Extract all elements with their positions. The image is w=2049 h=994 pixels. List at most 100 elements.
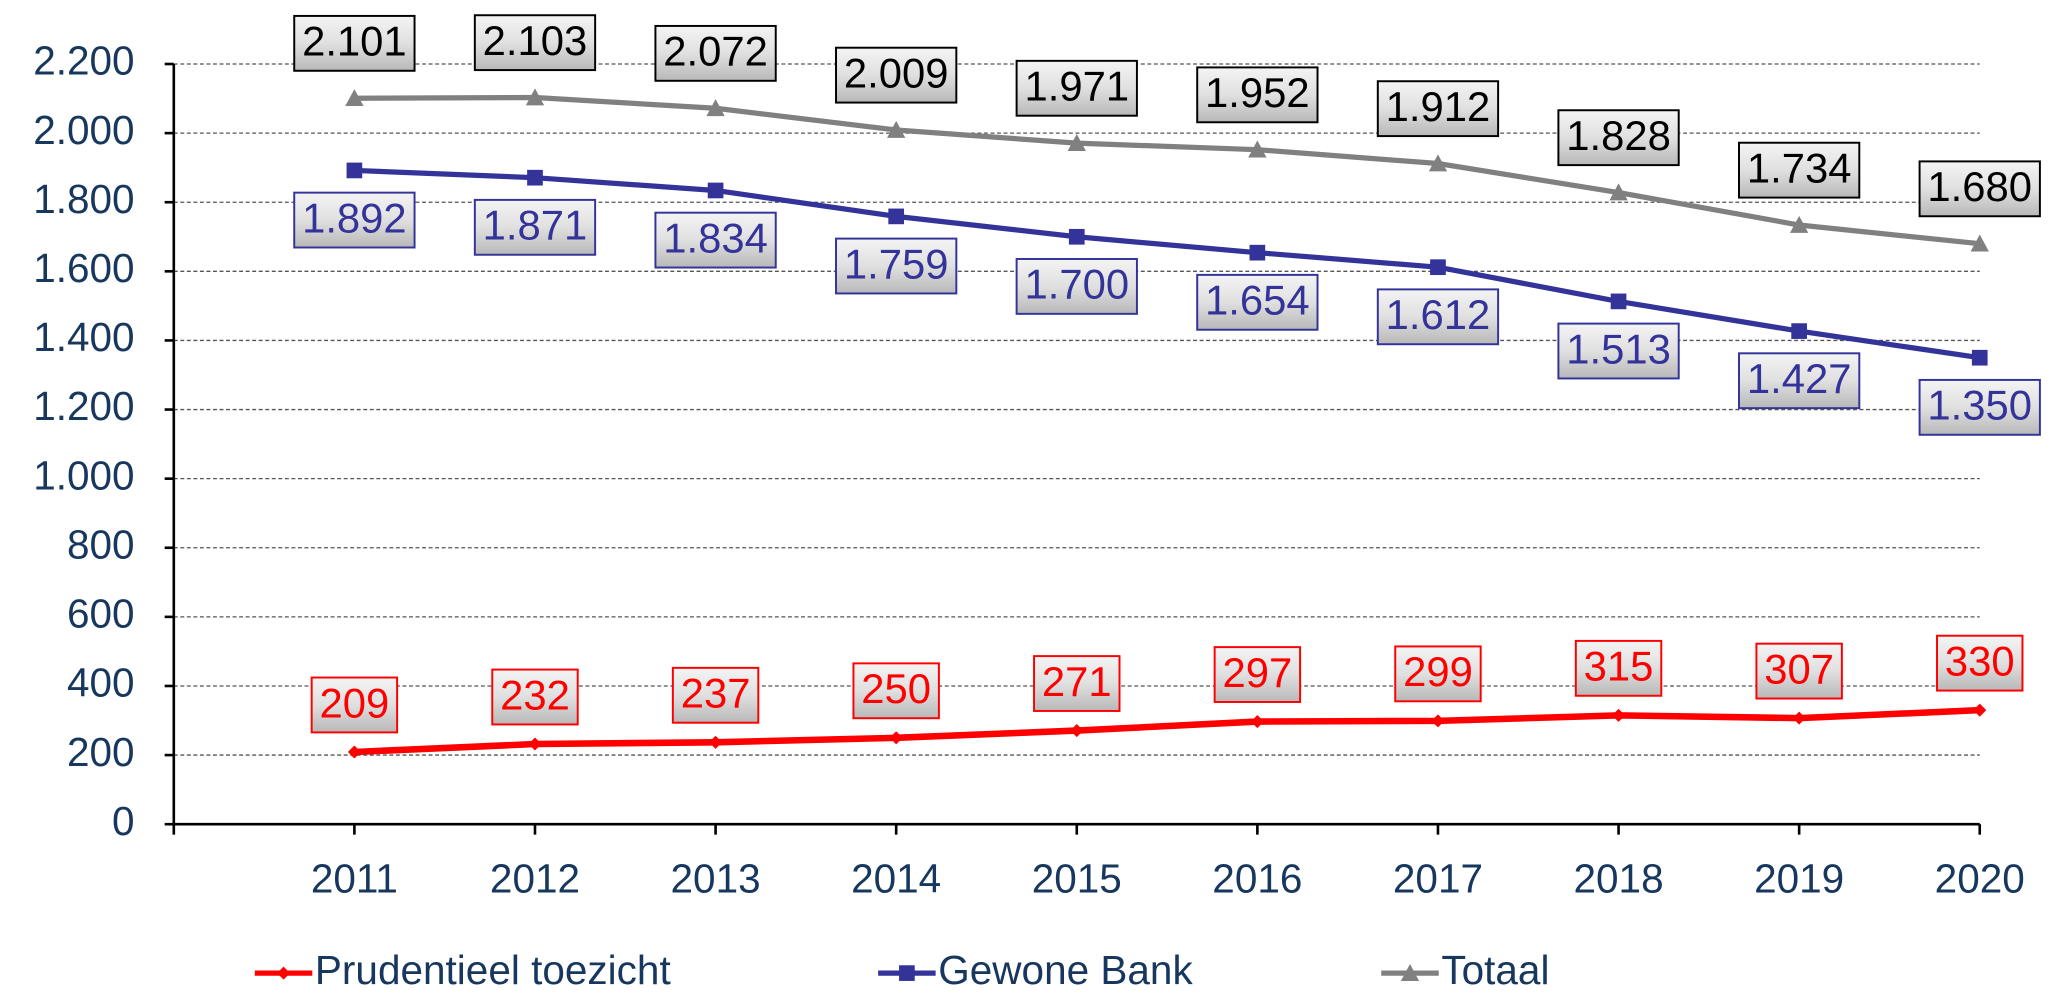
data-label: 297 [1222,649,1292,696]
data-label-group: 1.871 [473,198,597,256]
label-box [1015,257,1138,315]
x-tick-label: 2018 [1573,855,1663,901]
data-label: 2.009 [844,50,949,97]
y-tick-label: 1.800 [33,176,134,222]
data-label-group: 237 [671,666,760,724]
marker [345,89,364,107]
marker [528,737,542,751]
data-label: 250 [861,665,931,712]
marker [347,745,361,759]
data-label: 1.971 [1024,63,1129,110]
marker [527,169,543,186]
series-line [354,706,1980,756]
data-label: 1.952 [1205,69,1310,116]
marker [1791,323,1807,339]
marker [1790,215,1809,233]
label-box [1738,352,1861,410]
data-label: 1.680 [1927,163,2032,210]
data-label: 299 [1403,648,1473,695]
marker [1430,259,1446,276]
marker [1400,963,1420,981]
marker [1248,140,1267,158]
data-label: 232 [500,671,570,718]
marker [346,162,363,179]
y-tick-label: 400 [67,660,135,706]
marker [1612,708,1626,722]
data-label-group: 1.612 [1376,288,1500,346]
data-label-group: 1.350 [1918,378,2041,436]
marker [1973,703,1987,717]
data-label: 1.700 [1024,261,1129,308]
label-box [1376,80,1500,138]
x-tick-label: 2013 [671,855,761,901]
label-box [473,198,597,256]
y-tick-label: 0 [112,798,135,844]
label-box [1557,109,1680,167]
y-tick-label: 1.600 [33,245,134,291]
marker [1431,714,1445,728]
marker [277,966,291,980]
x-tick-label: 2016 [1212,855,1302,901]
data-label: 1.828 [1566,112,1671,159]
x-tick-label: 2017 [1393,855,1483,901]
data-label: 330 [1945,638,2015,685]
label-box [654,211,777,269]
data-label-group: 271 [1033,655,1121,712]
label-box [1213,646,1302,703]
y-tick-label: 1.200 [33,383,134,429]
label-box [1738,141,1861,199]
marker [1068,228,1085,245]
data-label: 1.612 [1386,291,1491,338]
data-label: 2.101 [302,18,407,65]
marker [1070,724,1084,738]
label-box [835,46,958,104]
y-tick-label: 1.400 [33,314,134,360]
label-box [1557,322,1680,380]
label-box [1394,645,1482,703]
data-label: 1.912 [1386,83,1491,130]
data-label-group: 1.734 [1738,141,1861,199]
data-label: 1.350 [1927,382,2032,429]
marker [707,182,724,199]
data-label: 1.654 [1205,277,1310,324]
data-label-group: 1.654 [1196,273,1319,331]
data-label-group: 1.971 [1015,59,1138,117]
y-tick-label: 1.000 [33,452,134,498]
x-tick-label: 2020 [1935,855,2025,901]
y-tick-label: 2.000 [33,107,134,153]
data-label-group: 1.759 [835,237,958,295]
data-label: 2.103 [483,17,588,64]
data-label-group: 1.680 [1918,160,2041,218]
data-label-group: 1.892 [293,191,416,249]
label-box [1033,655,1121,712]
data-label-group: 299 [1394,645,1482,703]
data-label: 1.427 [1747,355,1852,402]
label-box [1196,273,1319,331]
label-box [1015,59,1138,117]
x-tick-label: 2012 [490,855,580,901]
data-label-group: 1.513 [1557,322,1680,380]
y-tick-label: 800 [67,521,135,567]
data-label: 1.513 [1566,325,1671,372]
marker [889,731,903,745]
label-box [654,24,777,82]
data-label-group: 297 [1213,646,1302,703]
marker [1609,183,1628,201]
x-tick-label: 2015 [1032,855,1122,901]
marker [1249,244,1266,261]
label-box [1376,288,1500,346]
data-label-group: 1.828 [1557,109,1680,167]
data-label-group: 250 [852,662,940,720]
label-box [310,676,399,734]
data-label: 2.072 [663,28,768,75]
data-label-group: 1.700 [1015,257,1138,315]
legend-label: Gewone Bank [938,947,1193,993]
data-label-group: 2.072 [654,24,777,82]
marker [1428,154,1448,172]
marker [1971,349,1988,366]
label-box [1574,639,1663,697]
marker [888,208,905,225]
label-box [473,14,597,72]
data-label: 1.734 [1747,145,1852,192]
